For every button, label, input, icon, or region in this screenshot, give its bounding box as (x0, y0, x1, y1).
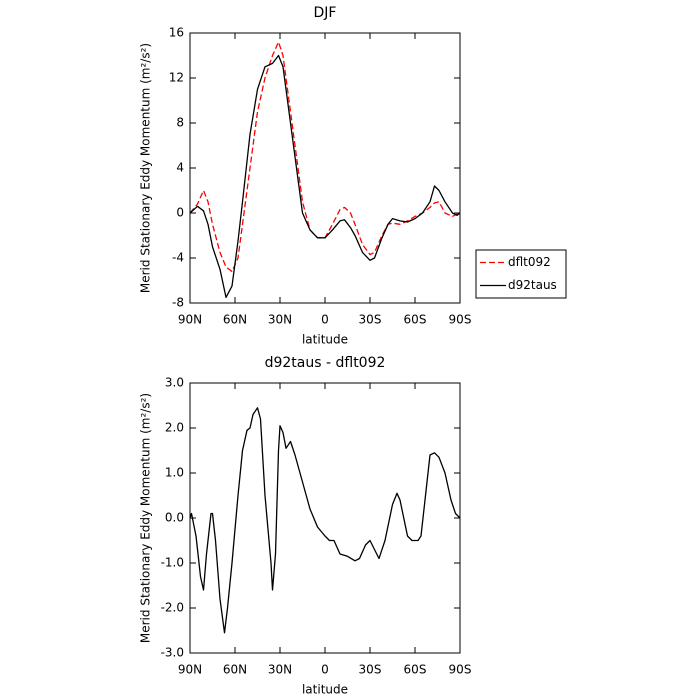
y-tick-label: 8 (176, 116, 184, 130)
x-tick-label: 60S (404, 663, 427, 677)
x-tick-label: 90S (449, 313, 472, 327)
x-axis-label: latitude (302, 333, 348, 347)
y-tick-label: -1.0 (161, 556, 184, 570)
y-tick-label: -2.0 (161, 601, 184, 615)
y-tick-label: 12 (169, 71, 184, 85)
legend-label: dflt092 (508, 255, 551, 269)
legend-label: d92taus (508, 278, 557, 292)
y-tick-label: 0 (176, 206, 184, 220)
y-tick-label: 1.0 (165, 466, 184, 480)
x-axis-label: latitude (302, 683, 348, 697)
x-tick-label: 30N (268, 313, 292, 327)
x-tick-label: 30N (268, 663, 292, 677)
x-tick-label: 30S (359, 663, 382, 677)
plot-frame (189, 32, 461, 304)
y-tick-label: 0.0 (165, 511, 184, 525)
data-line (189, 407, 461, 634)
x-tick-label: 90N (178, 663, 202, 677)
x-tick-label: 0 (321, 313, 329, 327)
legend-box (475, 249, 567, 299)
chart-title: DJF (314, 5, 337, 21)
y-tick-label: -8 (172, 296, 184, 310)
y-axis-label: Merid Stationary Eddy Momentum (m²/s²) (139, 43, 153, 293)
plot-frame (189, 382, 461, 654)
y-tick-label: 4 (176, 161, 184, 175)
y-tick-label: -3.0 (161, 646, 184, 660)
x-tick-label: 0 (321, 663, 329, 677)
y-tick-label: 3.0 (165, 376, 184, 390)
x-tick-label: 60S (404, 313, 427, 327)
x-tick-label: 30S (359, 313, 382, 327)
x-tick-label: 60N (223, 313, 247, 327)
y-axis-label: Merid Stationary Eddy Momentum (m²/s²) (139, 393, 153, 643)
x-tick-label: 60N (223, 663, 247, 677)
x-tick-label: 90S (449, 663, 472, 677)
y-tick-label: 16 (169, 26, 184, 40)
data-line (189, 54, 461, 299)
y-tick-label: 2.0 (165, 421, 184, 435)
y-tick-label: -4 (172, 251, 184, 265)
x-tick-label: 90N (178, 313, 202, 327)
chart-title: d92taus - dflt092 (265, 355, 386, 371)
